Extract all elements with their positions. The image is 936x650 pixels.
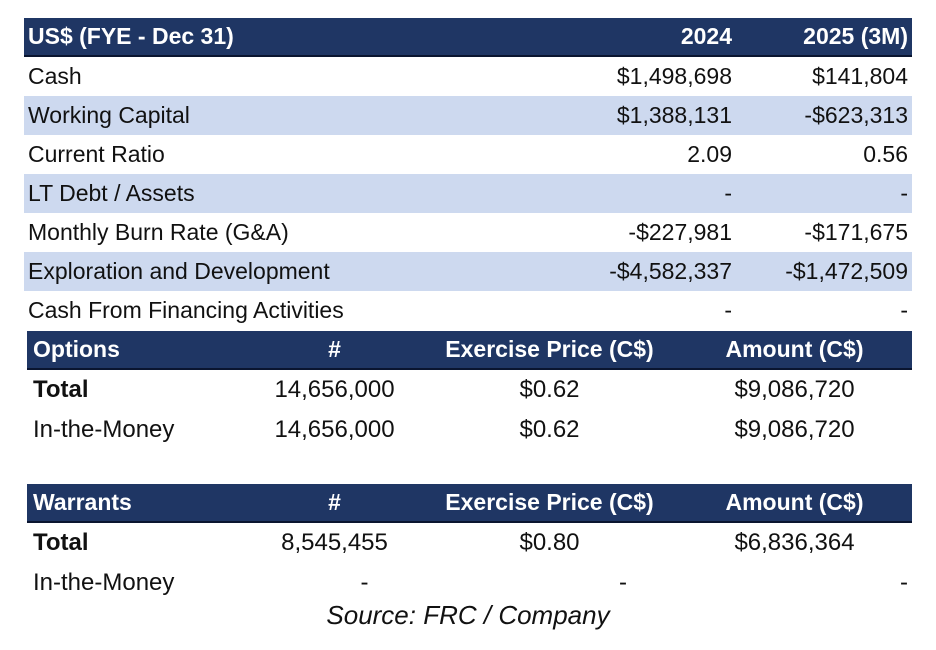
row-label: Working Capital	[28, 102, 190, 128]
row-label: Cash From Financing Activities	[28, 297, 344, 323]
row-price: $0.62	[519, 376, 580, 403]
warrants-header-amount: Amount (C$)	[725, 489, 864, 515]
options-header-count: #	[328, 336, 341, 362]
options-header-row: Options # Exercise Price (C$) Amount (C$…	[27, 331, 912, 370]
options-row-total: Total 14,656,000 $0.62 $9,086,720	[27, 370, 912, 410]
row-label: Exploration and Development	[28, 258, 330, 284]
financial-row-lt-debt-assets: LT Debt / Assets - -	[24, 174, 912, 213]
financial-row-working-capital: Working Capital $1,388,131 -$623,313	[24, 96, 912, 135]
financial-summary-table: US$ (FYE - Dec 31) 2024 2025 (3M) Cash $…	[24, 18, 912, 330]
options-header-label: Options	[33, 336, 120, 362]
warrants-header-price: Exercise Price (C$)	[445, 489, 654, 515]
row-value-2025: -$623,313	[804, 102, 908, 128]
financial-row-current-ratio: Current Ratio 2.09 0.56	[24, 135, 912, 174]
row-price: $0.62	[519, 416, 580, 443]
financial-row-burn-rate: Monthly Burn Rate (G&A) -$227,981 -$171,…	[24, 213, 912, 252]
options-row-in-the-money: In-the-Money 14,656,000 $0.62 $9,086,720	[27, 410, 912, 450]
row-label: Monthly Burn Rate (G&A)	[28, 219, 289, 245]
row-value-2025: -$171,675	[804, 219, 908, 245]
row-count: -	[360, 569, 369, 596]
row-count: 14,656,000	[274, 376, 395, 403]
financial-header-row: US$ (FYE - Dec 31) 2024 2025 (3M)	[24, 18, 912, 57]
row-price: -	[619, 569, 627, 596]
row-value-2025: -	[900, 297, 908, 323]
warrants-header-label: Warrants	[33, 489, 132, 515]
row-value-2024: -	[724, 297, 732, 323]
row-value-2024: $1,388,131	[616, 102, 732, 128]
options-header-amount: Amount (C$)	[725, 336, 864, 362]
row-price: $0.80	[519, 529, 580, 556]
row-label: LT Debt / Assets	[28, 180, 195, 206]
row-amount: $9,086,720	[734, 416, 855, 443]
source-caption: Source: FRC / Company	[326, 600, 610, 630]
options-table: Options # Exercise Price (C$) Amount (C$…	[27, 331, 912, 450]
financial-row-exploration: Exploration and Development -$4,582,337 …	[24, 252, 912, 291]
warrants-header-row: Warrants # Exercise Price (C$) Amount (C…	[27, 484, 912, 523]
row-label: Total	[33, 376, 89, 403]
row-amount: -	[900, 569, 908, 596]
row-amount: $9,086,720	[734, 376, 855, 403]
row-value-2024: 2.09	[687, 141, 732, 167]
row-label: In-the-Money	[33, 416, 175, 443]
financial-header-label: US$ (FYE - Dec 31)	[28, 23, 234, 49]
row-label: Cash	[28, 63, 82, 89]
row-label: Total	[33, 529, 89, 556]
row-value-2025: -$1,472,509	[785, 258, 908, 284]
warrants-table: Warrants # Exercise Price (C$) Amount (C…	[27, 484, 912, 603]
financial-header-2024: 2024	[680, 23, 732, 49]
row-value-2024: $1,498,698	[616, 63, 732, 89]
row-count: 14,656,000	[274, 416, 395, 443]
row-value-2024: -$227,981	[628, 219, 732, 245]
row-value-2025: -	[900, 180, 908, 206]
financial-row-financing: Cash From Financing Activities - -	[24, 291, 912, 330]
row-value-2025: $141,804	[812, 63, 908, 89]
warrants-header-count: #	[328, 489, 341, 515]
row-value-2024: -$4,582,337	[609, 258, 732, 284]
financial-row-cash: Cash $1,498,698 $141,804	[24, 57, 912, 96]
row-label: Current Ratio	[28, 141, 165, 167]
warrants-row-in-the-money: In-the-Money - - -	[27, 563, 912, 603]
row-value-2025: 0.56	[863, 141, 908, 167]
options-header-price: Exercise Price (C$)	[445, 336, 654, 362]
row-value-2024: -	[724, 180, 732, 206]
row-label: In-the-Money	[33, 569, 175, 596]
financial-header-2025: 2025 (3M)	[803, 23, 908, 49]
warrants-row-total: Total 8,545,455 $0.80 $6,836,364	[27, 523, 912, 563]
row-count: 8,545,455	[281, 529, 388, 556]
row-amount: $6,836,364	[734, 529, 855, 556]
